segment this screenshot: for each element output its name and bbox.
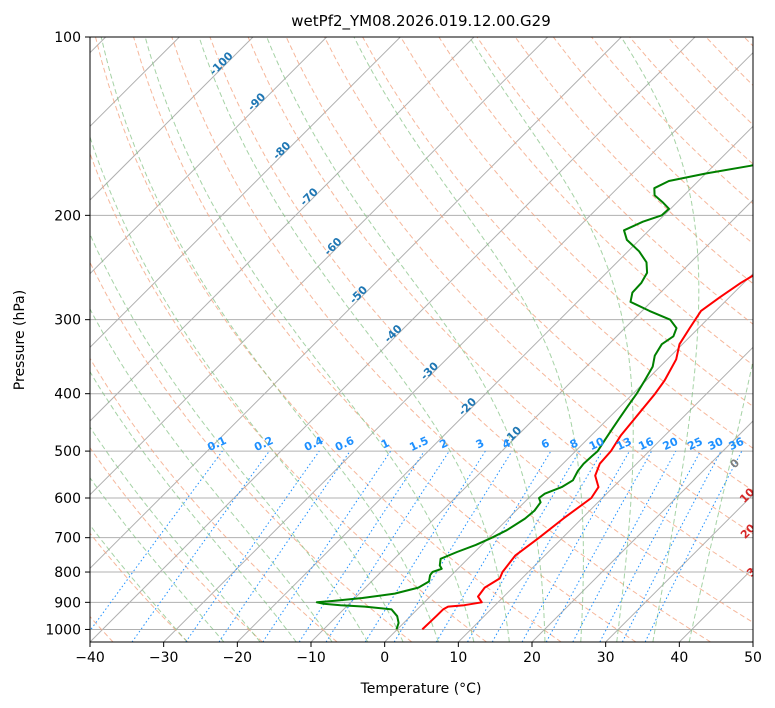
isotherm-line (90, 37, 622, 570)
mixing-ratio-line (393, 450, 513, 642)
dry-adiabat (171, 37, 711, 642)
y-tick-label: 1000 (45, 622, 81, 638)
y-tick-label: 300 (54, 313, 81, 329)
y-tick-label: 600 (54, 491, 81, 507)
x-tick-label: 20 (523, 650, 541, 666)
x-tick-label: 0 (380, 650, 389, 666)
dry-adiabat (95, 37, 562, 642)
x-tick-label: −20 (223, 650, 253, 666)
dry-adiabat (90, 152, 487, 642)
mixing-ratio-line (325, 450, 450, 642)
y-axis-label: Pressure (hPa) (12, 290, 28, 390)
moist-adiabat (198, 37, 510, 642)
moist-adiabat (90, 308, 333, 642)
isotherm-line (90, 37, 549, 496)
y-axis: 100 200 300 400 500 600 700 800 900 1000 (45, 30, 90, 638)
isotherm-line (90, 37, 696, 642)
isotherm-line (90, 37, 475, 422)
mixing-ratio-line (90, 450, 223, 632)
y-tick-label: 500 (54, 444, 81, 460)
x-tick-label: −40 (75, 650, 105, 666)
mixing-ratio-label: 36 (727, 435, 747, 453)
mixing-ratio-label: 16 (636, 435, 656, 453)
y-tick-label: 100 (54, 30, 81, 46)
mixing-ratio-line (185, 450, 320, 642)
x-tick-label: 30 (597, 650, 615, 666)
plot-area: -100-90-80-70-60-50-40-30-20-100.1 0.2 0.4… (90, 37, 764, 642)
dry-adiabat (90, 261, 413, 642)
isotherm-line (90, 37, 254, 201)
moist-adiabat (266, 37, 546, 642)
mixing-ratio-label: 20 (661, 435, 681, 453)
dry-adiabat (247, 37, 753, 579)
dry-adiabat (323, 37, 753, 492)
moist-adiabat (620, 37, 700, 642)
dewpoint-line (315, 164, 753, 630)
x-tick-label: 40 (670, 650, 688, 666)
plot-frame (89, 36, 754, 643)
isotherm-line (457, 346, 753, 642)
moist-adiabat (90, 135, 404, 642)
isotherm-line (605, 493, 753, 642)
x-tick-label: −10 (296, 650, 326, 666)
moist-adiabat (144, 37, 475, 642)
isotherm-line (163, 51, 753, 642)
isotherm-line (90, 37, 328, 275)
mixing-ratio-line (644, 450, 743, 642)
moist-adiabat (90, 476, 225, 642)
x-tick-label: 10 (449, 650, 467, 666)
moist-adiabat (100, 37, 439, 642)
dry-adiabat (400, 37, 753, 407)
mixing-ratio-label: 30 (706, 435, 726, 453)
dry-adiabat (90, 532, 189, 642)
mixing-ratio-line (572, 450, 677, 642)
mixing-ratio-label: 25 (685, 435, 704, 453)
mixing-ratio-line (218, 450, 351, 642)
moist-adiabat (688, 358, 753, 642)
x-axis: −40 −30 −20 −10 0 10 20 30 40 50 (75, 642, 762, 666)
chart-title: wetPf2_YM08.2026.019.12.00.G29 (291, 12, 550, 31)
moist-adiabat (353, 37, 584, 642)
isotherm-line (90, 37, 401, 349)
y-tick-label: 700 (54, 531, 81, 547)
mixing-ratio-line (131, 450, 270, 642)
dry-adiabat (514, 37, 753, 285)
dry-adiabat (133, 37, 637, 642)
mixing-ratio-line (298, 450, 425, 642)
temperature-line (421, 274, 753, 631)
dry-adiabat (90, 357, 338, 642)
x-tick-label: 50 (744, 650, 762, 666)
x-tick-label: −30 (149, 650, 179, 666)
dry-adiabat (90, 446, 263, 642)
dry-adiabat-label: 30 (744, 559, 764, 579)
moist-adiabat (90, 426, 261, 642)
x-axis-label: Temperature (°C) (360, 681, 482, 697)
dry-adiabat (438, 37, 753, 366)
mixing-ratio-line (262, 450, 392, 642)
isotherm-line (236, 125, 753, 642)
mixing-ratio-line (521, 450, 630, 642)
isotherm-line (531, 420, 753, 642)
mixing-ratio-label: 10 (587, 435, 607, 453)
y-tick-label: 800 (54, 565, 81, 581)
y-tick-label: 900 (54, 595, 81, 611)
y-tick-label: 200 (54, 208, 81, 224)
mixing-ratio-label: 13 (614, 435, 633, 453)
y-tick-label: 400 (54, 387, 81, 403)
dry-adiabat (209, 37, 753, 623)
mixing-ratio-line (545, 450, 653, 642)
